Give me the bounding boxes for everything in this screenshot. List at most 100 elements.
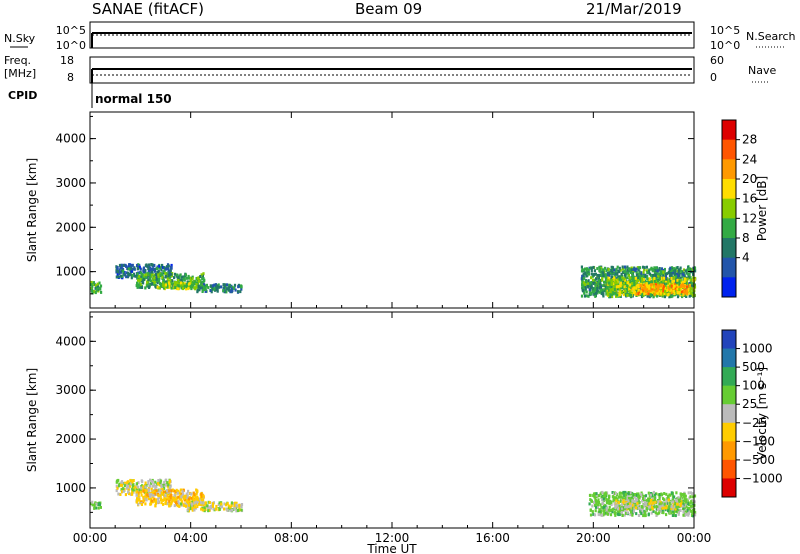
power-cell xyxy=(201,288,204,292)
velocity-cell xyxy=(688,503,691,506)
power-cell xyxy=(190,276,193,280)
power-cell xyxy=(607,267,610,271)
velocity-cell xyxy=(183,498,186,502)
velocity-cell xyxy=(180,500,183,504)
power-cell xyxy=(137,263,140,267)
power-cell xyxy=(626,284,629,287)
velocity-cell xyxy=(238,503,241,507)
velocity-cell xyxy=(117,492,120,496)
velocity-cell xyxy=(196,497,199,501)
velocity-cell xyxy=(188,499,191,503)
velocity-cell xyxy=(137,485,140,489)
power-cell xyxy=(646,294,649,298)
power-cell xyxy=(656,279,659,283)
velocity-cell xyxy=(589,513,593,517)
power-cell xyxy=(164,283,167,287)
velocity-cell xyxy=(650,492,653,495)
power-cell xyxy=(655,266,658,270)
velocity-cell xyxy=(669,493,672,497)
velocity-cell xyxy=(643,500,646,504)
velocity-cell xyxy=(190,492,193,496)
velocity-cell xyxy=(614,506,617,510)
power-cell xyxy=(213,287,216,291)
power-cell xyxy=(650,266,653,270)
velocity-cell xyxy=(116,486,119,490)
power-cell xyxy=(668,282,671,286)
power-cell xyxy=(683,286,686,290)
velocity-cell xyxy=(608,499,611,503)
power-cell xyxy=(175,287,178,291)
y-tick-label: 3000 xyxy=(55,176,86,190)
power-cell xyxy=(632,269,635,273)
power-cell xyxy=(225,290,228,294)
velocity-cell xyxy=(233,504,236,508)
velocity-cell xyxy=(142,485,145,489)
power-cell xyxy=(156,281,159,285)
power-cell xyxy=(660,267,663,271)
power-cell xyxy=(586,271,589,274)
velocity-cell xyxy=(126,484,130,488)
velocity-cell xyxy=(690,509,693,513)
power-cell xyxy=(611,270,614,274)
power-cell xyxy=(598,269,601,273)
power-cell xyxy=(656,269,659,273)
velocity-cell xyxy=(624,493,627,496)
power-cell xyxy=(653,276,656,280)
velocity-cell xyxy=(629,508,632,512)
power-cell xyxy=(185,283,188,287)
velocity-cell xyxy=(648,503,651,507)
velocity-cell xyxy=(170,493,173,497)
power-cell xyxy=(149,283,152,286)
velocity-cell xyxy=(170,502,173,506)
colorbar-swatch xyxy=(722,422,736,442)
power-cell xyxy=(164,275,167,279)
power-cell xyxy=(593,282,596,286)
power-cell xyxy=(623,285,626,289)
velocity-cell xyxy=(177,500,180,504)
velocity-cell xyxy=(657,500,660,504)
velocity-cell xyxy=(142,499,145,503)
power-cell xyxy=(677,286,680,289)
velocity-cell xyxy=(174,500,177,504)
velocity-cell xyxy=(659,505,662,509)
nave-label: Nave xyxy=(748,64,776,77)
power-cell xyxy=(621,276,624,280)
power-cell xyxy=(656,292,659,296)
velocity-cell xyxy=(125,483,128,487)
power-cell xyxy=(612,271,615,275)
power-cell xyxy=(602,268,605,272)
velocity-cell xyxy=(628,505,631,508)
velocity-cell xyxy=(623,513,626,517)
power-cell xyxy=(170,286,173,290)
velocity-cell xyxy=(671,514,674,517)
power-cell xyxy=(123,271,126,274)
velocity-cell xyxy=(600,509,603,513)
power-cell xyxy=(228,283,231,287)
velocity-cell xyxy=(200,492,203,496)
power-cell xyxy=(622,282,625,286)
velocity-cell xyxy=(660,509,663,513)
power-cell xyxy=(598,290,601,294)
velocity-cell xyxy=(177,489,180,493)
velocity-cell xyxy=(198,500,201,504)
velocity-cell xyxy=(637,514,641,517)
power-cell xyxy=(143,278,146,282)
velocity-cell xyxy=(128,492,131,496)
power-cell xyxy=(204,289,207,293)
velocity-cell xyxy=(616,503,619,507)
velocity-cell xyxy=(167,489,170,493)
power-cell xyxy=(644,274,647,278)
power-cell xyxy=(138,265,141,269)
power-cell xyxy=(646,281,650,285)
velocity-cell xyxy=(624,495,627,499)
power-cell xyxy=(666,293,669,297)
power-cell xyxy=(678,288,681,292)
power-cell xyxy=(656,282,659,286)
power-cell xyxy=(193,280,196,284)
power-cell xyxy=(687,268,690,272)
velocity-cell xyxy=(609,501,612,505)
power-cell xyxy=(626,268,629,272)
velocity-cell xyxy=(635,512,638,516)
colorbar-tick-label: 16 xyxy=(742,192,757,206)
power-cell xyxy=(645,269,648,273)
